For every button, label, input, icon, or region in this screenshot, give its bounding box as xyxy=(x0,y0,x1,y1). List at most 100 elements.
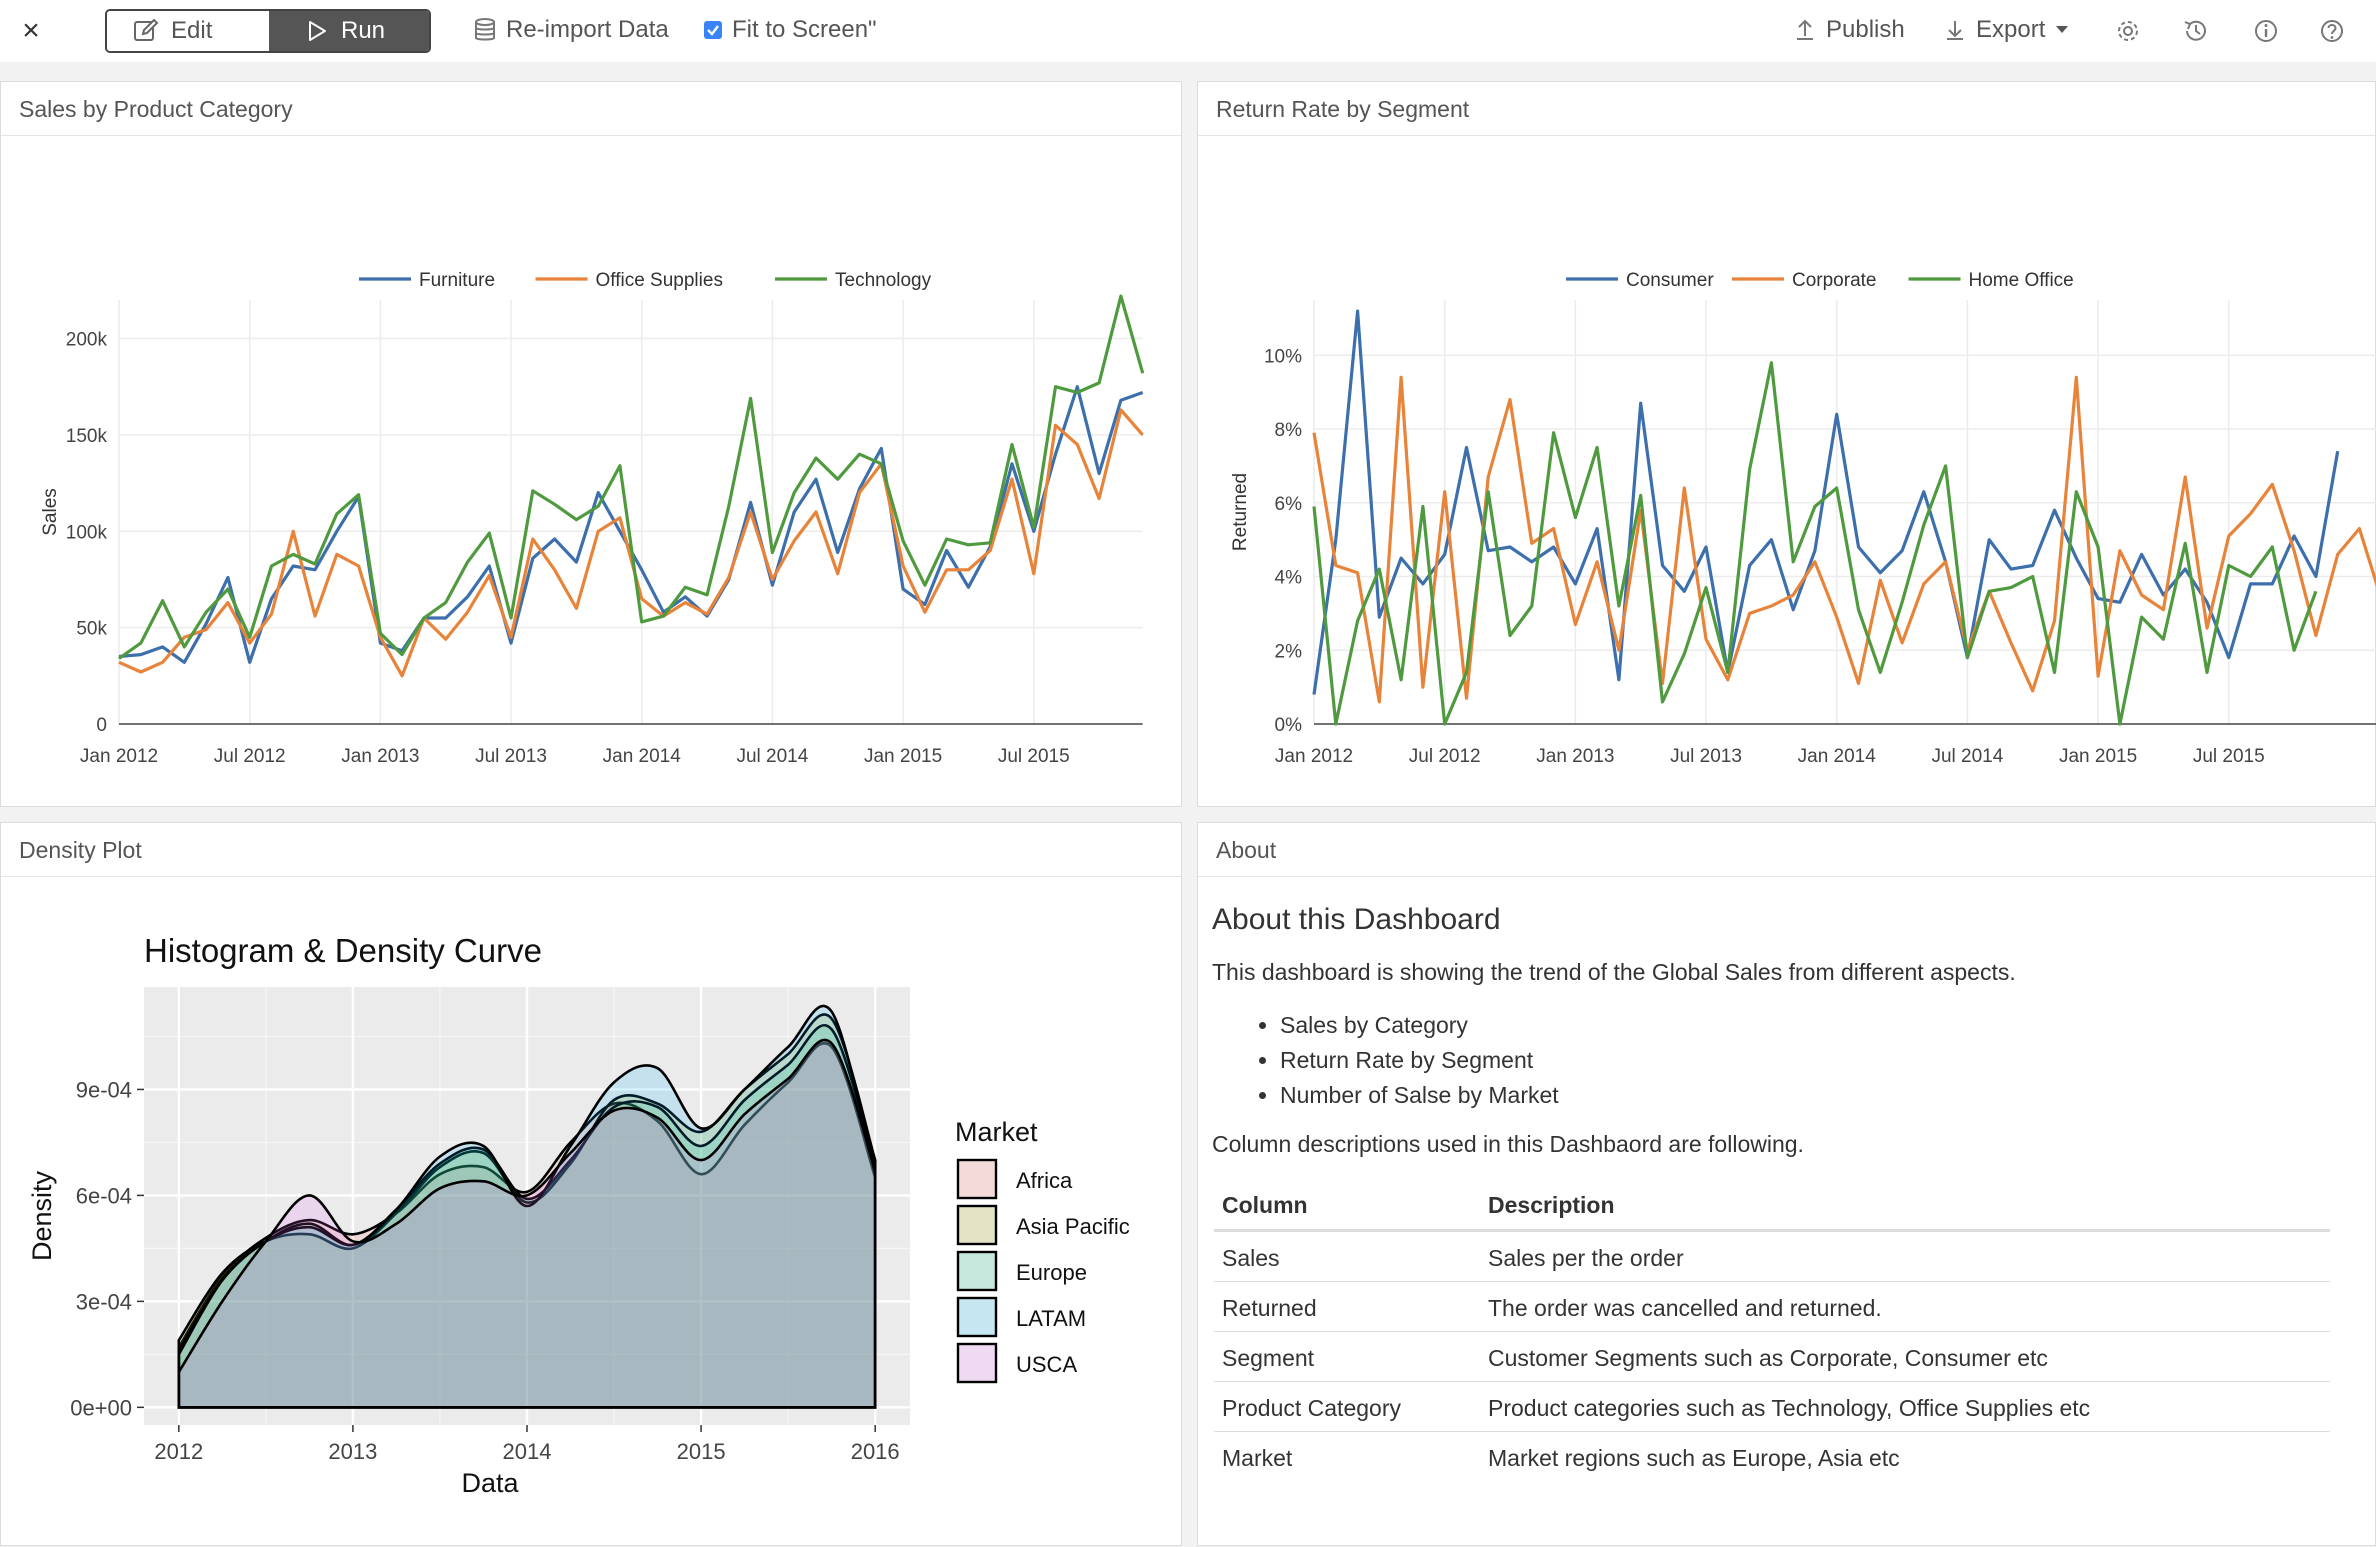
publish-label: Publish xyxy=(1826,16,1905,43)
list-item: Number of Salse by Market xyxy=(1280,1078,2361,1113)
legend-label: Europe xyxy=(1016,1260,1087,1285)
x-tick-label: Jan 2015 xyxy=(2059,746,2137,767)
y-tick-label: 200k xyxy=(66,330,108,351)
gear-icon[interactable] xyxy=(2112,15,2144,47)
export-button[interactable]: Export xyxy=(1944,16,2069,44)
table-row: Market Market regions such as Europe, Asi… xyxy=(1214,1432,2330,1482)
edit-button[interactable]: Edit xyxy=(107,11,269,51)
run-button[interactable]: Run xyxy=(269,11,429,51)
fit-label: Fit to Screen" xyxy=(732,16,877,43)
legend-swatch xyxy=(956,1204,998,1246)
y-axis-title: Density xyxy=(27,1170,57,1261)
legend-key-background xyxy=(957,1297,997,1337)
table-row: Sales Sales per the order xyxy=(1214,1230,2330,1282)
y-tick-label: 100k xyxy=(66,522,108,543)
y-tick-label: 4% xyxy=(1275,568,1303,589)
about-bullet-list: Sales by Category Return Rate by Segment… xyxy=(1212,1008,2361,1113)
table-cell: Market xyxy=(1222,1445,1293,1471)
y-tick-label: 6% xyxy=(1275,494,1303,515)
legend-label: Office Supplies xyxy=(596,270,723,291)
table-cell: Product Category xyxy=(1214,1381,1480,1432)
y-tick-label: 0 xyxy=(96,715,107,736)
y-axis-title: Returned xyxy=(1230,473,1251,551)
legend-label: Consumer xyxy=(1626,270,1714,291)
reimport-label: Re-import Data xyxy=(506,16,669,43)
x-tick-label: Jul 2015 xyxy=(2193,746,2265,767)
density-chart: Histogram & Density Curve 2012 2013 2014 201… xyxy=(27,932,1130,1498)
run-label: Run xyxy=(341,17,386,44)
x-tick-label: 2013 xyxy=(328,1439,377,1464)
upload-icon xyxy=(1797,19,1813,40)
x-tick-label: 2012 xyxy=(154,1439,203,1464)
table-row: Returned The order was cancelled and retu… xyxy=(1214,1281,2330,1332)
y-tick-label: 0e+00 xyxy=(70,1395,132,1420)
table-cell: Product categories such as Technology, O… xyxy=(1480,1381,2330,1432)
density-area-latam xyxy=(177,1004,877,1409)
y-tick-label: 6e-04 xyxy=(76,1183,132,1208)
series-line-technology xyxy=(118,294,1145,660)
legend-key-background xyxy=(957,1159,997,1199)
legend-swatch xyxy=(956,1342,998,1384)
density-area-usca xyxy=(177,1038,877,1409)
panel-title: Sales by Product Category xyxy=(1,82,1181,136)
legend-label: Furniture xyxy=(419,270,495,291)
list-item: Return Rate by Segment xyxy=(1280,1043,2361,1078)
legend-label: USCA xyxy=(1016,1352,1077,1377)
legend-label: Technology xyxy=(835,270,932,291)
legend-swatch xyxy=(956,1296,998,1338)
x-tick-label: Jan 2012 xyxy=(1275,746,1353,767)
x-tick-label: 2016 xyxy=(851,1439,900,1464)
series-line-home-office xyxy=(1312,361,2318,726)
about-body: About this Dashboard This dashboard is s… xyxy=(1198,877,2375,1545)
x-tick-label: Jul 2013 xyxy=(1670,746,1742,767)
info-icon[interactable] xyxy=(2250,15,2282,47)
edit-label: Edit xyxy=(171,17,213,44)
history-icon[interactable] xyxy=(2180,15,2212,47)
legend-label: Africa xyxy=(1016,1168,1073,1193)
x-tick-label: 2015 xyxy=(677,1439,726,1464)
list-item: Sales by Category xyxy=(1280,1008,2361,1043)
x-tick-label: Jan 2012 xyxy=(80,746,158,767)
legend-title: Market xyxy=(955,1117,1038,1147)
table-cell: Sales xyxy=(1214,1230,1480,1282)
x-tick-label: 2014 xyxy=(503,1439,552,1464)
x-tick-label: Jan 2014 xyxy=(603,746,682,767)
legend-label: Asia Pacific xyxy=(1016,1214,1130,1239)
chart-title: Histogram & Density Curve xyxy=(144,932,542,969)
y-tick-label: 9e-04 xyxy=(76,1077,132,1102)
return-rate-line-chart: Jan 2012 Jul 2012 Jan 2013 Jul 2013 Jan 2014… xyxy=(1230,270,2376,767)
density-panel: Density Plot Histogram & Density Curve 20… xyxy=(0,822,1182,1546)
legend-key-background xyxy=(957,1205,997,1245)
x-tick-label: Jan 2013 xyxy=(1536,746,1614,767)
fit-to-screen-checkbox[interactable]: Fit to Screen" xyxy=(704,16,877,44)
reimport-data-button[interactable]: Re-import Data xyxy=(474,16,669,44)
columns-intro: Column descriptions used in this Dashbao… xyxy=(1212,1131,1804,1157)
checkbox-checked-icon[interactable] xyxy=(704,21,722,39)
legend-label: Corporate xyxy=(1792,270,1877,291)
x-tick-label: Jul 2015 xyxy=(998,746,1070,767)
sales-line-chart: Jan 2012 Jul 2012 Jan 2013 Jul 2013 Jan 2014… xyxy=(40,270,1145,767)
x-tick-label: Jan 2015 xyxy=(864,746,942,767)
table-row: Segment Customer Segments such as Corpora… xyxy=(1214,1331,2330,1382)
y-tick-label: 8% xyxy=(1275,420,1303,441)
y-tick-label: 10% xyxy=(1264,346,1302,367)
series-line-furniture xyxy=(118,385,1144,664)
table-cell: The order was cancelled and returned. xyxy=(1480,1281,2330,1332)
caret-down-icon xyxy=(2056,26,2069,33)
export-label: Export xyxy=(1976,16,2046,43)
close-icon[interactable]: × xyxy=(22,14,40,47)
return-panel: Return Rate by Segment Jan 2012 Jul 2012 J… xyxy=(1197,81,2376,807)
about-heading: About this Dashboard xyxy=(1212,903,1501,936)
publish-button[interactable]: Publish xyxy=(1794,16,1905,44)
about-panel: About About this Dashboard This dashboar… xyxy=(1197,822,2376,1546)
x-tick-label: Jan 2013 xyxy=(341,746,419,767)
x-tick-label: Jul 2012 xyxy=(214,746,286,767)
y-tick-label: 0% xyxy=(1275,715,1303,736)
download-icon xyxy=(1947,21,1963,40)
panel-title: About xyxy=(1198,823,2375,877)
series-line-corporate xyxy=(1312,375,2376,704)
table-cell: Customer Segments such as Corporate, Con… xyxy=(1480,1331,2330,1382)
column-header: Column xyxy=(1214,1184,1480,1232)
help-icon[interactable] xyxy=(2316,15,2348,47)
column-description-table: Column Description Sales Sales per the or… xyxy=(1214,1184,2330,1481)
